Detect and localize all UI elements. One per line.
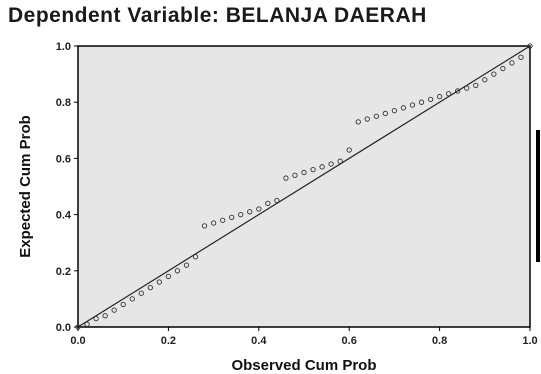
data-point: [301, 169, 307, 176]
y-tick-label: 0.0: [56, 322, 71, 334]
reference-line-layer: [77, 45, 531, 328]
x-axis: 0.0 0.2 0.4 0.6 0.8 1.0: [70, 327, 538, 347]
reference-line: [77, 45, 531, 328]
data-point: [328, 161, 334, 167]
data-point: [373, 113, 379, 119]
data-point: [292, 172, 298, 178]
data-point: [138, 290, 144, 296]
data-point: [355, 119, 361, 125]
y-tick-label: 0.2: [56, 266, 71, 278]
data-point: [455, 88, 461, 94]
data-point: [337, 158, 343, 164]
data-point: [364, 116, 370, 122]
data-point: [319, 164, 325, 170]
data-point: [183, 262, 190, 268]
data-point: [391, 107, 398, 114]
data-point: [84, 321, 90, 327]
data-point: [210, 220, 217, 226]
data-point: [129, 296, 135, 302]
data-point: [256, 206, 262, 212]
data-point: [120, 301, 126, 308]
x-axis-title: Observed Cum Prob: [231, 357, 376, 374]
x-tick-label: 0.6: [342, 335, 357, 347]
data-point: [247, 209, 253, 215]
data-point: [147, 285, 153, 291]
data-point: [93, 315, 99, 322]
data-point: [156, 279, 163, 285]
data-point: [201, 223, 208, 229]
data-point: [102, 313, 108, 319]
x-tick-label: 0.4: [251, 335, 267, 347]
data-point: [192, 254, 199, 260]
y-axis: 0.0 0.2 0.4 0.6 0.8 1.0: [56, 41, 78, 334]
data-point: [174, 268, 181, 274]
x-tick-label: 0.2: [161, 335, 176, 347]
x-tick-label: 1.0: [522, 335, 537, 347]
data-point: [382, 110, 389, 117]
y-axis-title: Expected Cum Prob: [17, 115, 34, 258]
x-tick-label: 0.8: [432, 335, 447, 347]
data-point: [509, 60, 515, 66]
data-point: [346, 147, 352, 153]
data-point: [500, 65, 506, 72]
data-point: [310, 166, 316, 173]
data-point: [283, 175, 289, 181]
data-point: [482, 77, 488, 83]
data-point: [518, 54, 524, 60]
data-point: [436, 93, 443, 100]
data-point: [491, 71, 497, 77]
data-point: [427, 96, 434, 103]
data-point: [238, 211, 244, 218]
data-point: [409, 102, 416, 108]
y-tick-label: 0.4: [56, 210, 72, 222]
right-edge-bar: [536, 130, 540, 262]
data-point: [464, 85, 470, 91]
data-point: [473, 82, 479, 88]
data-point: [111, 307, 117, 313]
data-point: [229, 214, 235, 221]
data-point: [274, 197, 280, 204]
y-tick-label: 0.6: [56, 153, 71, 165]
data-point: [219, 217, 226, 223]
chart-title: Dependent Variable: BELANJA DAERAH: [8, 4, 427, 27]
x-tick-label: 0.0: [70, 335, 85, 347]
data-point: [527, 43, 533, 49]
y-tick-label: 1.0: [56, 41, 71, 53]
data-point: [400, 105, 407, 111]
points-layer: [75, 43, 533, 330]
y-tick-label: 0.8: [56, 97, 71, 109]
data-point: [445, 91, 452, 97]
data-point: [418, 99, 425, 105]
data-point: [165, 273, 172, 280]
data-point: [265, 200, 271, 207]
